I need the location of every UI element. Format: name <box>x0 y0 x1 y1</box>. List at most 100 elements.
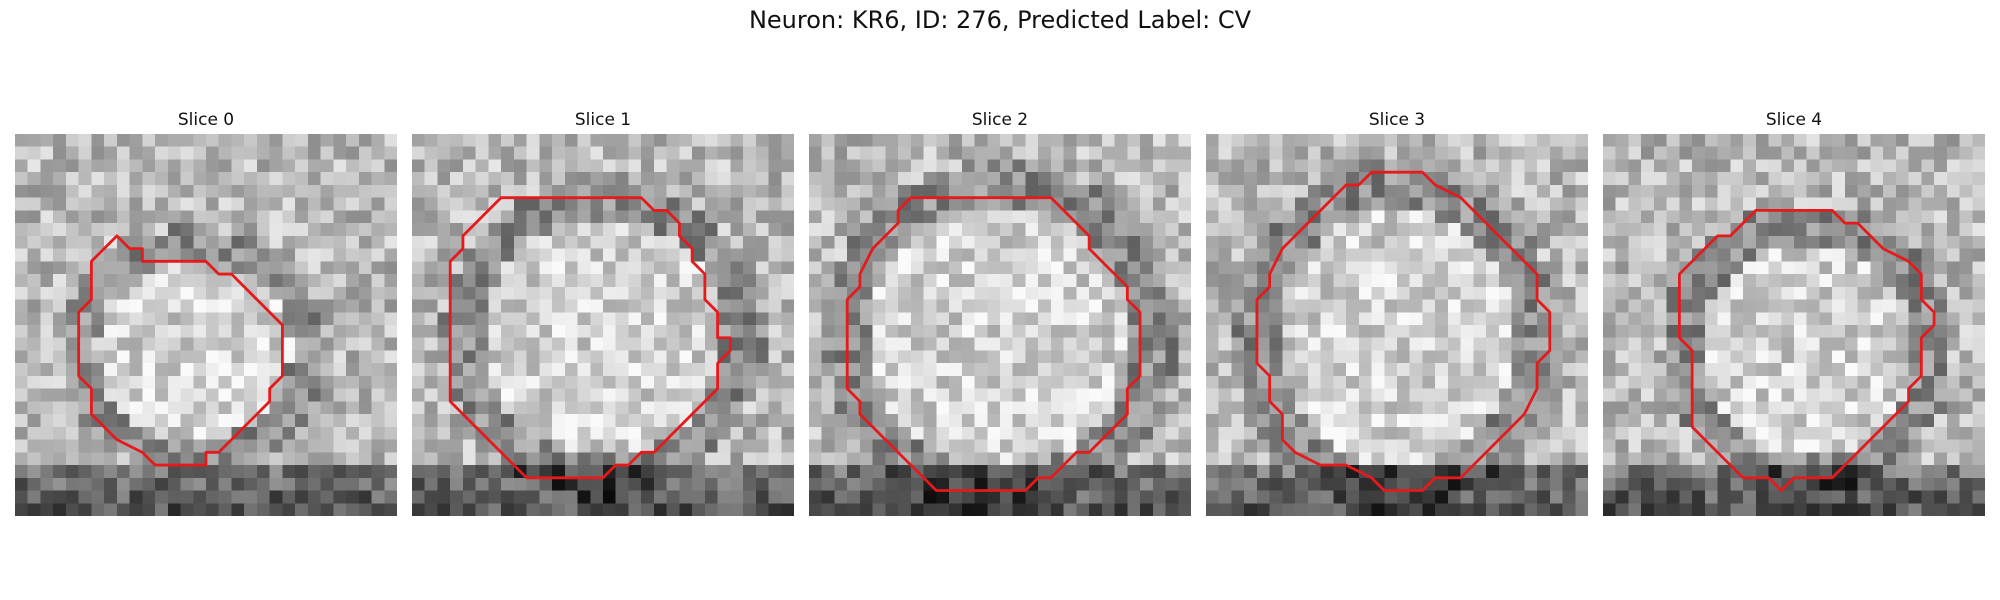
pixel <box>859 363 873 377</box>
pixel <box>104 388 118 402</box>
pixel <box>1282 312 1296 326</box>
pixel <box>1755 363 1769 377</box>
pixel <box>1165 261 1179 275</box>
pixel <box>615 375 629 389</box>
pixel <box>450 134 464 147</box>
pixel <box>424 312 438 326</box>
pixel <box>1063 325 1077 338</box>
pixel <box>1832 184 1846 198</box>
pixel <box>180 235 194 249</box>
pixel <box>1883 146 1897 160</box>
pixel <box>412 337 425 351</box>
pixel <box>1768 172 1782 186</box>
pixel <box>320 146 334 160</box>
pixel <box>717 337 731 351</box>
pixel <box>1231 261 1245 275</box>
pixel <box>450 210 464 224</box>
pixel <box>1603 274 1616 288</box>
pixel <box>346 465 360 479</box>
pixel <box>1562 490 1576 504</box>
pixel <box>256 350 270 364</box>
pixel <box>692 312 706 326</box>
pixel <box>1473 299 1487 313</box>
pixel <box>155 184 169 198</box>
pixel <box>1320 452 1334 466</box>
pixel <box>307 388 321 402</box>
pixel <box>552 184 566 198</box>
pixel <box>1575 325 1588 338</box>
pixel <box>1743 146 1757 160</box>
pixel <box>949 337 963 351</box>
pixel <box>384 503 397 516</box>
pixel <box>104 490 118 504</box>
pixel <box>1000 477 1013 491</box>
pixel <box>15 312 28 326</box>
pixel <box>295 312 309 326</box>
pixel <box>1218 477 1232 491</box>
pixel <box>501 261 515 275</box>
pixel <box>809 363 822 377</box>
pixel <box>666 452 680 466</box>
pixel <box>1857 312 1871 326</box>
pixel <box>1819 439 1833 453</box>
pixel <box>949 134 963 147</box>
pixel <box>1178 146 1191 160</box>
pixel <box>1101 210 1115 224</box>
pixel <box>1857 210 1871 224</box>
pixel <box>1025 312 1039 326</box>
pixel <box>424 363 438 377</box>
pixel <box>923 197 937 211</box>
pixel <box>104 452 118 466</box>
pixel <box>1231 337 1245 351</box>
pixel <box>1755 401 1769 415</box>
pixel <box>1628 439 1642 453</box>
pixel <box>1206 159 1219 173</box>
pixel <box>577 172 591 186</box>
pixel <box>53 261 67 275</box>
pixel <box>78 325 92 338</box>
pixel <box>1282 248 1296 262</box>
pixel <box>821 146 835 160</box>
pixel <box>1562 134 1576 147</box>
pixel <box>231 350 245 364</box>
pixel <box>564 146 578 160</box>
pixel <box>358 439 372 453</box>
pixel <box>628 363 642 377</box>
pixel <box>1883 134 1897 147</box>
pixel <box>872 503 886 516</box>
pixel <box>1076 439 1090 453</box>
pixel <box>704 197 718 211</box>
pixel <box>53 210 67 224</box>
pixel <box>1473 274 1487 288</box>
pixel <box>218 248 232 262</box>
pixel <box>1012 337 1026 351</box>
pixel <box>1038 248 1052 262</box>
pixel <box>1806 337 1820 351</box>
pixel <box>371 401 385 415</box>
pixel <box>1397 401 1410 415</box>
pixel <box>755 159 769 173</box>
pixel <box>1256 223 1270 237</box>
pixel <box>641 235 655 249</box>
pixel <box>346 197 360 211</box>
pixel <box>743 350 757 364</box>
pixel <box>987 465 1001 479</box>
pixel <box>1384 210 1398 224</box>
pixel <box>641 134 655 147</box>
pixel <box>1946 503 1960 516</box>
pixel <box>1603 414 1616 428</box>
pixel <box>1486 452 1500 466</box>
pixel <box>358 184 372 198</box>
pixel <box>384 299 397 313</box>
pixel <box>1050 312 1064 326</box>
pixel <box>743 312 757 326</box>
pixel <box>1089 503 1103 516</box>
pixel <box>1282 274 1296 288</box>
pixel <box>53 235 67 249</box>
pixel <box>1679 477 1693 491</box>
pixel <box>1603 452 1616 466</box>
pixel <box>641 184 655 198</box>
pixel <box>1447 197 1461 211</box>
pixel <box>1895 375 1909 389</box>
pixel <box>603 503 616 516</box>
